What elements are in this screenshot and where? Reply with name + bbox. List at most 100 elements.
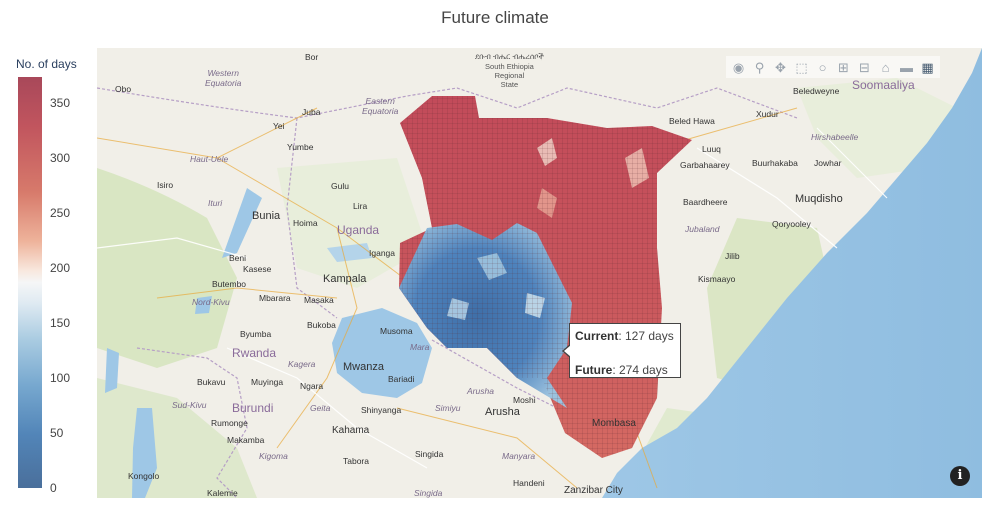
map-label: Bukoba [307,320,336,330]
map-label: Kongolo [128,471,160,481]
map-label: Jilib [725,251,740,261]
map-label: Rwanda [232,346,277,360]
zoom-icon[interactable]: ⚲ [754,59,765,75]
zoom-out-icon[interactable]: ⊟ [859,59,870,75]
map-label: Beni [229,253,247,263]
colorbar-title: No. of days [16,57,77,71]
map-label: Ngara [300,381,324,391]
map-label: Soomaaliya [852,78,915,92]
lasso-icon[interactable]: ○ [818,59,827,75]
map-label: Eastern Equatoria [362,96,399,116]
map-label: Kismaayo [698,274,736,284]
map-label: Jubaland [685,224,720,234]
map-label: Garbahaarey [680,160,730,170]
tooltip-current-label: Current [575,329,619,343]
map-label: Iganga [369,248,395,258]
map-label: Burundi [232,401,274,415]
map-label: Arusha [485,406,520,418]
colorbar-tick: 50 [50,426,64,440]
map-label: Manyara [502,451,536,461]
map-label: Beledweyne [793,86,840,96]
colorbar-tick: 250 [50,206,71,220]
map-label: Nord-Kivu [192,297,230,307]
map-label: Butembo [212,279,247,289]
colorbar-tick: 350 [50,96,71,110]
map-label: Muyinga [251,377,284,387]
map-label: Gulu [331,181,349,191]
map-label: Qoryooley [772,219,811,229]
tooltip-future-label: Future [575,363,613,377]
map-label: Makamba [227,435,265,445]
map-label: Kasese [243,264,272,274]
map-label: Bukavu [197,377,226,387]
map-base [97,48,982,498]
map-label: Zanzibar City [564,485,623,496]
map-label: Arusha [467,386,494,396]
map-label: ደቡብ ብሔር ብሔረሰቦች South Ethiopia Regional S… [475,52,544,89]
map-label: Mbarara [259,293,291,303]
box-select-icon[interactable]: ⬚ [795,59,808,75]
map-label: Hoima [293,218,318,228]
map-label: Tabora [343,456,369,466]
map-label: Handeni [513,478,545,488]
map-label: Masaka [304,295,334,305]
info-icon[interactable]: i [950,466,970,486]
colorbar-tick: 100 [50,371,71,385]
tooltip-future: Future: 274 days [575,363,668,377]
map-label: Juba [302,107,321,117]
map-label: Byumba [240,329,272,339]
map-label: Obo [115,84,132,94]
map-label: Kahama [332,425,370,436]
map-label: Geita [310,403,331,413]
map-label: Shinyanga [361,405,402,415]
map-label: Singida [415,449,444,459]
map-canvas[interactable]: Bor Obo Western Equatoria Eastern Equato… [97,48,982,498]
tooltip-current-value: : 127 days [618,329,674,343]
map-label: Musoma [380,326,413,336]
map-label: Singida [414,488,443,498]
camera-icon[interactable]: ◉ [732,59,745,75]
map-label: Ituri [208,198,223,208]
map-label: Mombasa [592,418,636,429]
map-label: Kampala [323,273,367,285]
tooltip-future-value: : 274 days [612,363,668,377]
colorbar [18,77,42,488]
map-label: Hirshabeelle [811,132,859,142]
map-label: Muqdisho [795,193,843,205]
colorbar-tick: 300 [50,151,71,165]
map-label: Western Equatoria [205,68,242,88]
tooltip-arrow-inner [564,345,571,357]
colorbar-tick: 0 [50,481,57,495]
map-label: Lira [353,201,368,211]
map-label: Jowhar [814,158,842,168]
chart-title: Future climate [441,8,549,27]
map-label: Rumonge [211,418,248,428]
map-label: Buurhakaba [752,158,798,168]
colorbar-tick: 150 [50,316,71,330]
map-label: Bor [305,52,319,62]
map-label: Kalemie [207,488,238,498]
map-label: Kigoma [259,451,288,461]
hover-tooltip: Current: 127 days Future: 274 days [569,323,681,378]
map-label: Yumbe [287,142,314,152]
map-label: Uganda [337,223,380,237]
map-label: Baardheere [683,197,728,207]
reset-view-icon[interactable]: ▬ [900,59,913,75]
map-label: Bariadi [388,374,415,384]
map-label: Isiro [157,180,174,190]
zoom-in-icon[interactable]: ⊞ [838,59,849,75]
modebar: ◉ ⚲ ✥ ⬚ ○ ⊞ ⊟ ⌂ ▬ ▦ [726,56,940,78]
map-label: Beled Hawa [669,116,715,126]
tooltip-current: Current: 127 days [575,329,674,343]
map-label: Sud-Kivu [172,400,207,410]
map-label: Xudur [756,109,779,119]
map-label: Haut-Uele [190,154,229,164]
pan-icon[interactable]: ✥ [775,59,786,75]
home-icon[interactable]: ⌂ [881,59,890,75]
map-label: Moshi [513,395,536,405]
map-label: Yei [273,121,285,131]
map-label: Kagera [288,359,316,369]
colorbar-tick: 200 [50,261,71,275]
plotly-logo-icon[interactable]: ▦ [921,59,934,75]
map-label: Mara [410,342,430,352]
